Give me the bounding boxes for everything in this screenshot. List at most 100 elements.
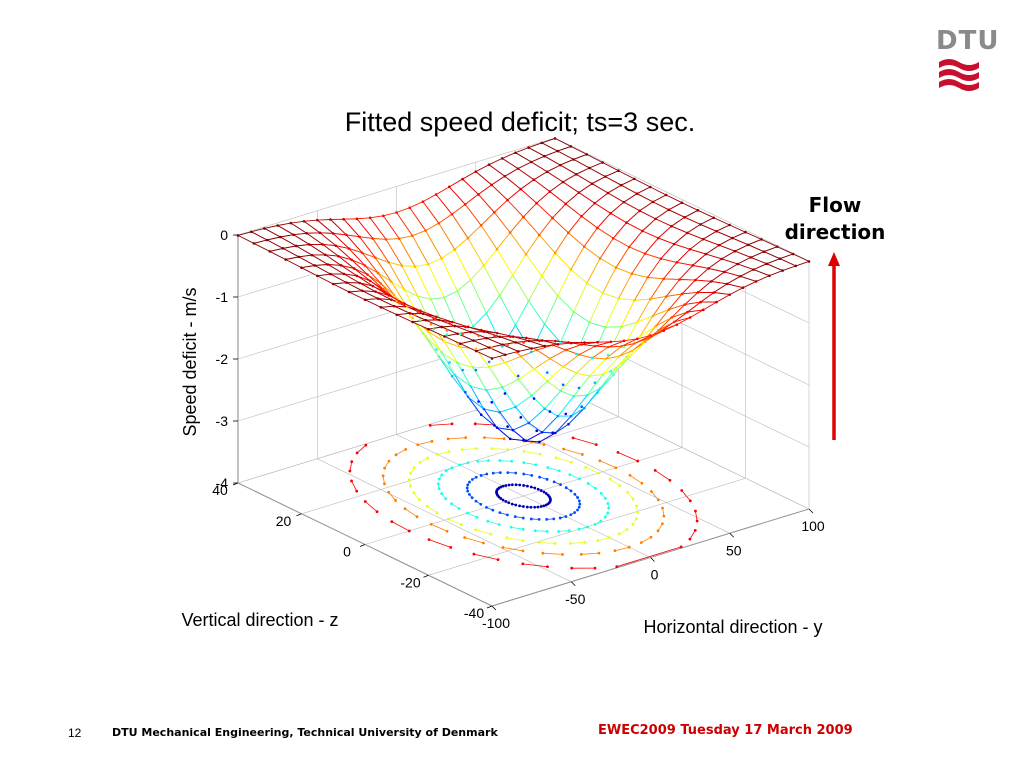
surface-node xyxy=(456,361,459,365)
contour-point xyxy=(522,449,526,453)
contour-point xyxy=(679,545,683,549)
surface-node xyxy=(551,343,555,347)
surface-node xyxy=(466,395,470,399)
surface-node xyxy=(395,300,398,303)
surface-node xyxy=(609,340,613,344)
surface-node xyxy=(487,163,491,166)
surface-node xyxy=(601,373,605,376)
surface-node xyxy=(252,242,256,245)
y-tick-label: 20 xyxy=(276,513,292,529)
surface-node xyxy=(392,293,396,297)
surface-node xyxy=(432,328,435,331)
surface-node xyxy=(778,257,782,261)
x-tick-label: 0 xyxy=(651,567,659,583)
surface-node xyxy=(363,298,367,302)
surface-node xyxy=(466,236,470,240)
surface-node xyxy=(492,211,496,214)
surface-node xyxy=(638,335,642,338)
surface-node xyxy=(572,310,575,314)
surface-node xyxy=(775,245,779,248)
surface-node xyxy=(487,365,491,369)
contour-segment xyxy=(627,492,634,500)
surface-node xyxy=(514,341,518,344)
surface-node xyxy=(791,252,795,256)
contour-segment xyxy=(356,444,367,454)
surface-node xyxy=(657,329,660,332)
surface-node xyxy=(762,250,766,253)
surface-node xyxy=(493,334,496,338)
contour-segment xyxy=(538,488,542,491)
surface-node xyxy=(516,374,520,378)
surface-mesh xyxy=(236,137,811,444)
surface-node xyxy=(488,346,491,349)
surface-node xyxy=(472,366,475,369)
contour-segment xyxy=(565,487,572,492)
surface-node xyxy=(421,331,425,335)
surface-node xyxy=(450,374,454,378)
surface-node xyxy=(569,341,573,345)
surface-node xyxy=(659,329,663,333)
surface-node xyxy=(440,325,444,329)
surface-node xyxy=(434,193,438,196)
y-tick-mark xyxy=(423,574,429,578)
surface-node xyxy=(596,226,599,230)
contour-segment xyxy=(578,500,581,505)
surface-node xyxy=(474,349,478,353)
surface-node xyxy=(487,360,491,364)
surface-node xyxy=(617,355,621,358)
surface-node xyxy=(596,340,599,344)
surface-node xyxy=(413,313,417,317)
contour-segment xyxy=(654,470,671,481)
surface-node xyxy=(649,297,652,301)
surface-node xyxy=(345,281,348,284)
contour-segment xyxy=(531,486,535,489)
contour-point xyxy=(474,528,478,532)
surface-node xyxy=(442,340,446,343)
contour-segment xyxy=(480,473,487,476)
surface-node xyxy=(395,211,398,214)
contour-segment xyxy=(498,486,502,489)
flow-direction-label: Flow direction xyxy=(784,193,886,244)
surface-node xyxy=(654,324,658,328)
surface-node xyxy=(728,223,731,227)
surface-node xyxy=(403,302,406,306)
surface-node xyxy=(709,280,713,283)
contour-segment xyxy=(438,474,443,480)
surface-node xyxy=(583,341,586,344)
contour-segment xyxy=(475,500,482,505)
z-tick-label: -2 xyxy=(216,351,229,367)
surface-node xyxy=(392,304,396,308)
surface-node xyxy=(509,335,512,338)
surface-node xyxy=(715,300,718,304)
surface-node xyxy=(625,355,628,359)
contour-segment xyxy=(441,493,447,499)
surface-node xyxy=(707,267,710,270)
dtu-logo-icon xyxy=(939,59,979,91)
contour-segment xyxy=(462,448,477,450)
contour-point xyxy=(538,475,541,479)
x-tick-label: 50 xyxy=(726,542,742,558)
contour-point xyxy=(529,485,533,489)
contour-segment xyxy=(469,494,473,499)
surface-node xyxy=(807,260,811,263)
contour-segment xyxy=(427,505,438,514)
surface-node xyxy=(376,271,380,275)
surface-node xyxy=(715,230,718,233)
surface-node xyxy=(564,348,568,352)
surface-node xyxy=(490,183,493,187)
surface-node xyxy=(538,339,541,343)
z-tick-label: -4 xyxy=(216,475,229,491)
surface-node xyxy=(268,250,272,253)
surface-node xyxy=(265,238,269,242)
contour-segment xyxy=(500,498,504,501)
surface-node xyxy=(635,337,639,341)
surface-node xyxy=(355,274,359,278)
surface-node xyxy=(524,253,528,256)
surface-node xyxy=(408,312,412,315)
x-tick-mark xyxy=(650,557,655,562)
surface-node xyxy=(477,400,480,403)
surface-node xyxy=(535,348,539,352)
contour-point xyxy=(486,519,490,523)
surface-node xyxy=(593,201,597,205)
